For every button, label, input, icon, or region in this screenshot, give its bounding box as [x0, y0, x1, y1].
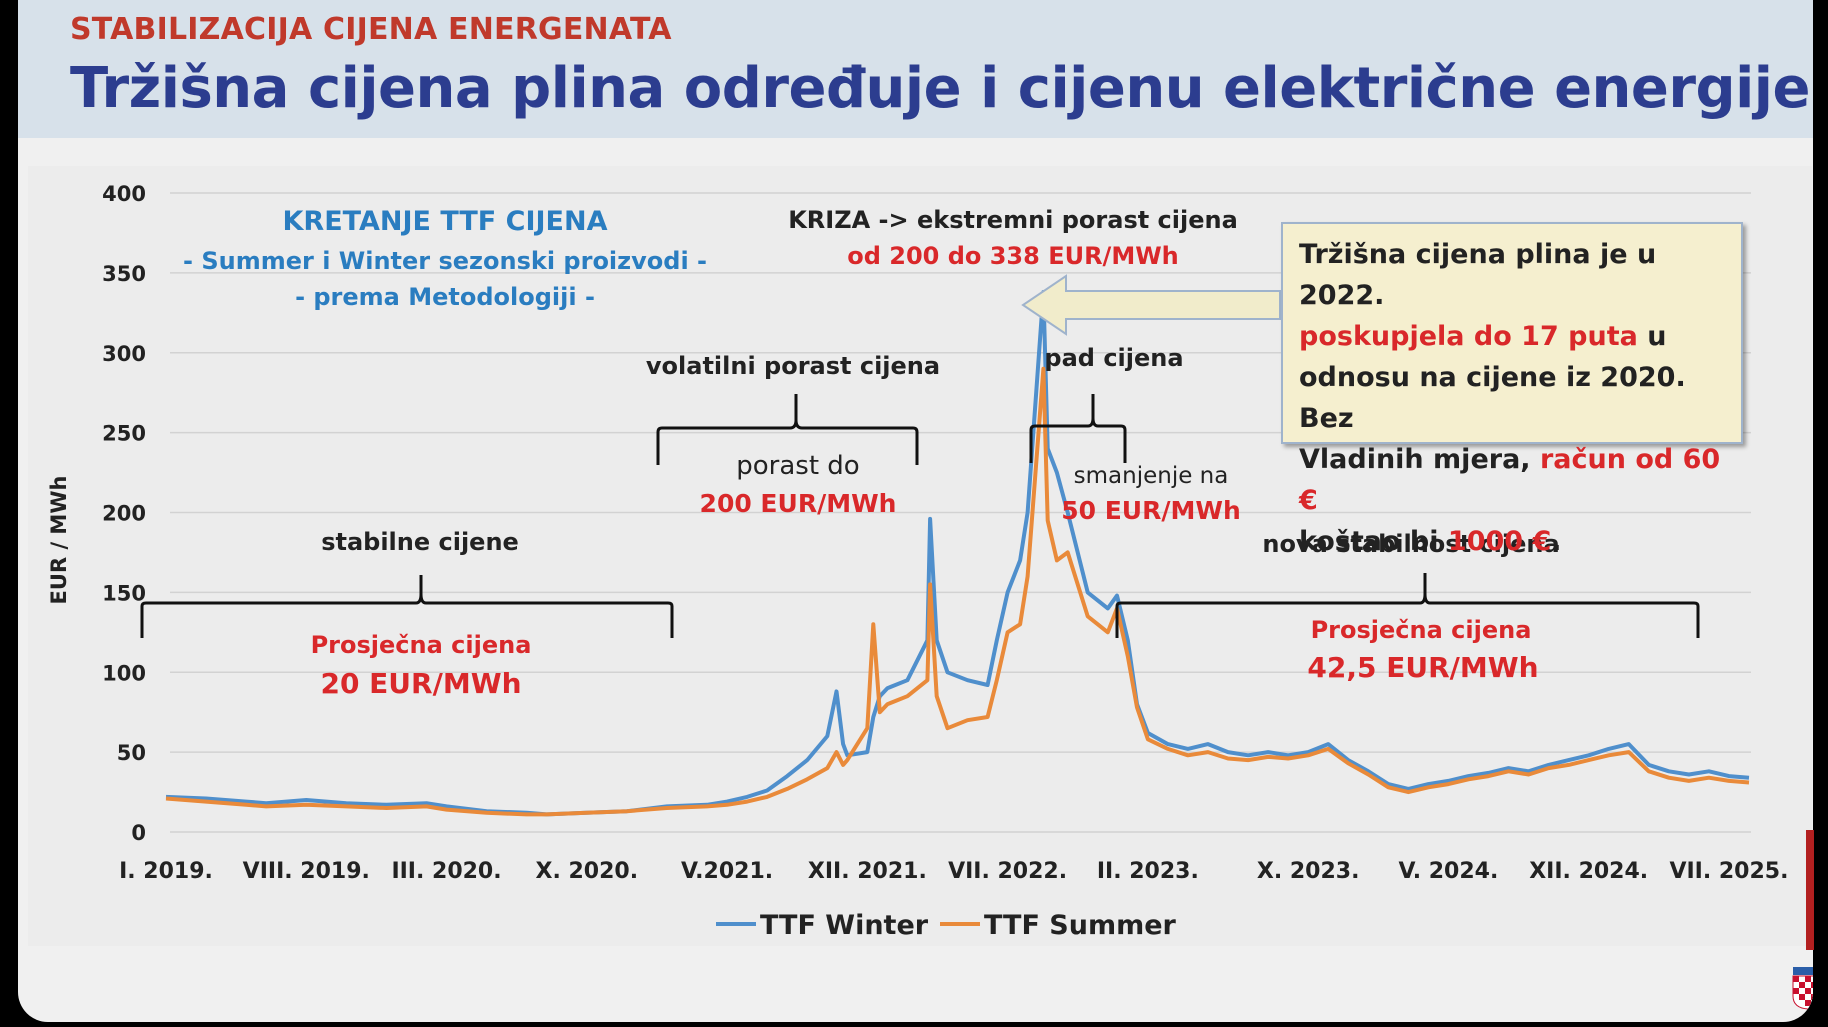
new-stable-sub: Prosječna cijena — [1311, 616, 1532, 644]
callout-highlight-17x: poskupjela do 17 puta — [1299, 321, 1638, 352]
x-tick-label: III. 2020. — [391, 859, 501, 884]
brace-drop — [1029, 394, 1127, 463]
ttf-price-chart: 0 50 100 150 200 250 300 350 400 I. 2019. VIII. 2… — [47, 182, 1788, 941]
x-tick-label: II. 2023. — [1097, 859, 1199, 884]
x-tick-label: VII. 2022. — [948, 859, 1067, 884]
x-tick-label: V.2021. — [681, 859, 773, 884]
callout-highlight-bill: račun od 60 € — [1299, 444, 1721, 516]
x-tick-label: XII. 2021. — [808, 859, 927, 884]
crisis-label: KRIZA -> ekstremni porast cijena — [788, 206, 1238, 234]
x-tick-label: XII. 2024. — [1529, 859, 1648, 884]
brace-volatile — [656, 394, 919, 465]
y-tick-label: 350 — [102, 262, 146, 286]
x-tick-label: X. 2020. — [536, 859, 639, 884]
chart-inner-subtitle-2: - prema Metodologiji - — [295, 283, 595, 311]
chart-inner-title: KRETANJE TTF CIJENA — [282, 206, 607, 237]
x-tick-label: VIII. 2019. — [243, 859, 370, 884]
brace-stable — [140, 575, 674, 638]
y-tick-label: 100 — [102, 661, 146, 685]
new-stable-value: 42,5 EUR/MWh — [1307, 651, 1538, 684]
new-stable-label: nova stabilnost cijena — [1262, 530, 1559, 558]
chart-grid — [170, 192, 1751, 833]
brace-new-stable — [1115, 573, 1700, 638]
x-tick-label: VII. 2025. — [1669, 859, 1788, 884]
legend-label-ttf-summer: TTF Summer — [984, 910, 1177, 941]
x-axis-ticks: I. 2019. VIII. 2019. III. 2020. X. 2020. V.2… — [119, 859, 1788, 884]
y-axis-ticks: 0 50 100 150 200 250 300 350 400 — [102, 182, 146, 845]
y-tick-label: 50 — [117, 741, 146, 765]
callout-highlight-1000: 1000 € — [1447, 526, 1552, 557]
series-line-ttf-summer — [165, 366, 1750, 817]
slide-header: STABILIZACIJA CIJENA ENERGENATA Tržišna … — [18, 0, 1813, 138]
stable-label: stabilne cijene — [321, 528, 519, 556]
drop-value: 50 EUR/MWh — [1061, 496, 1241, 525]
croatian-coat-of-arms-icon — [1792, 967, 1813, 1010]
volatile-value: 200 EUR/MWh — [700, 489, 897, 518]
crisis-value: od 200 do 338 EUR/MWh — [847, 242, 1179, 270]
chart-series — [165, 290, 1750, 817]
presentation-slide: STABILIZACIJA CIJENA ENERGENATA Tržišna … — [18, 0, 1813, 1022]
volatile-sub: porast do — [736, 451, 859, 481]
x-tick-label: I. 2019. — [119, 859, 213, 884]
chart-inner-subtitle-1: - Summer i Winter sezonski proizvodi - — [183, 247, 707, 275]
legend-label-ttf-winter: TTF Winter — [760, 910, 929, 941]
y-tick-label: 250 — [102, 422, 146, 446]
drop-label: pad cijena — [1044, 344, 1183, 372]
callout-line-5: koštao bi 1000 €. — [1299, 526, 1562, 557]
red-edge-marker — [1806, 830, 1814, 950]
info-callout-box: Tržišna cijena plina je u 2022. poskupje… — [1281, 222, 1743, 557]
x-tick-label: V. 2024. — [1399, 859, 1499, 884]
callout-line-4: Vladinih mjera, račun od 60 € — [1299, 444, 1721, 516]
y-tick-label: 300 — [102, 342, 146, 366]
y-tick-label: 400 — [102, 182, 146, 206]
callout-arrow — [1021, 274, 1281, 336]
y-tick-label: 0 — [131, 821, 146, 845]
x-tick-label: X. 2023. — [1257, 859, 1360, 884]
y-tick-label: 200 — [102, 502, 146, 526]
callout-line-1: Tržišna cijena plina je u 2022. — [1299, 239, 1657, 311]
y-axis-label: EUR / MWh — [47, 476, 71, 605]
volatile-label: volatilni porast cijena — [646, 352, 940, 380]
stable-value: 20 EUR/MWh — [320, 667, 521, 700]
drop-sub: smanjenje na — [1074, 463, 1229, 489]
slide-kicker: STABILIZACIJA CIJENA ENERGENATA — [70, 12, 672, 47]
callout-line-2: poskupjela do 17 puta u — [1299, 321, 1667, 352]
y-tick-label: 150 — [102, 581, 146, 605]
stable-sub: Prosječna cijena — [311, 631, 532, 659]
slide-title: Tržišna cijena plina određuje i cijenu e… — [70, 56, 1810, 121]
callout-line-3: odnosu na cijene iz 2020. Bez — [1299, 362, 1686, 434]
